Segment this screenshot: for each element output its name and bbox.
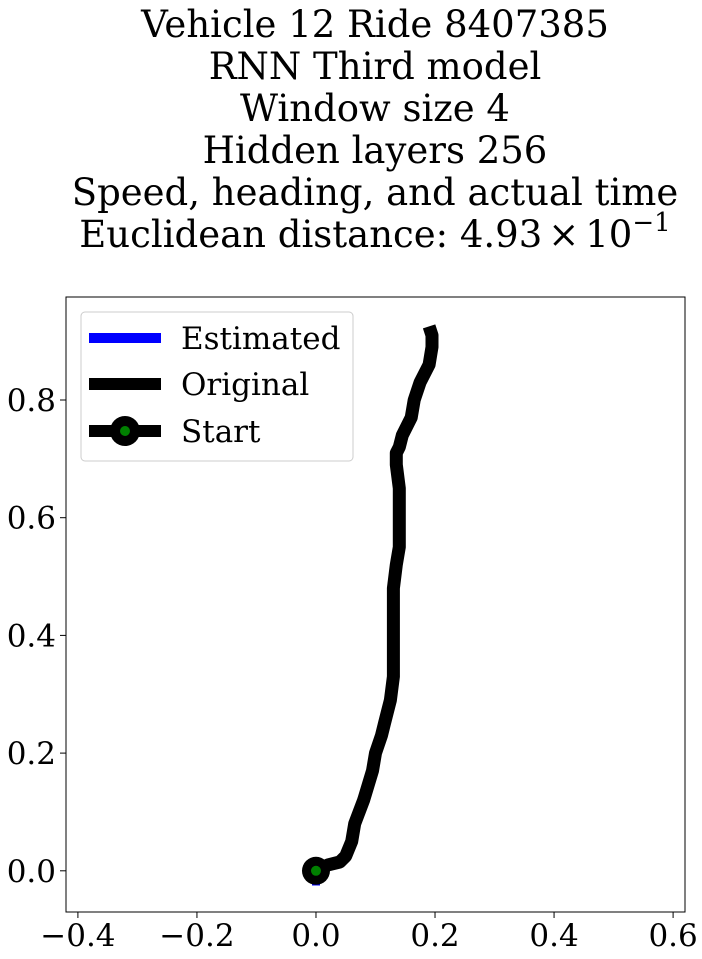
- title-line-5: Speed, heading, and actual time: [72, 171, 679, 214]
- axes-frame: [65, 296, 686, 913]
- x-tick-label: 0.0: [291, 918, 340, 954]
- title-line-4: Hidden layers 256: [203, 129, 548, 172]
- x-tick-label: 0.4: [529, 918, 578, 954]
- legend: Estimated Original Start: [80, 311, 354, 462]
- y-tick-label: 0.4: [7, 618, 56, 654]
- legend-original-label: Original: [181, 367, 309, 403]
- title-line-2: RNN Third model: [209, 45, 542, 88]
- legend-start-label: Start: [181, 414, 261, 450]
- series-layer: [301, 324, 439, 886]
- x-tick-label: 0.6: [648, 918, 697, 954]
- legend-box: [80, 311, 354, 462]
- y-axis: 0.0 0.2 0.4 0.6 0.8: [7, 383, 66, 890]
- x-tick-label: 0.2: [410, 918, 459, 954]
- x-tick-label: −0.2: [159, 918, 234, 954]
- x-axis: −0.4 −0.2 0.0 0.2 0.4 0.6: [40, 912, 698, 954]
- x-tick-label: −0.4: [40, 918, 115, 954]
- title-line-1: Vehicle 12 Ride 8407385: [140, 3, 609, 46]
- legend-start-marker-inner: [120, 426, 130, 436]
- y-tick-label: 0.6: [7, 501, 56, 537]
- title-line-distance: Euclidean distance: 4.93 × 10−1: [79, 208, 670, 256]
- y-tick-label: 0.8: [7, 383, 56, 419]
- start-marker-inner: [310, 865, 321, 876]
- title-line-3: Window size 4: [240, 87, 510, 130]
- series-original-line: [313, 324, 439, 877]
- y-tick-label: 0.2: [7, 736, 56, 772]
- y-tick-label: 0.0: [7, 854, 56, 890]
- legend-estimated-label: Estimated: [181, 321, 340, 357]
